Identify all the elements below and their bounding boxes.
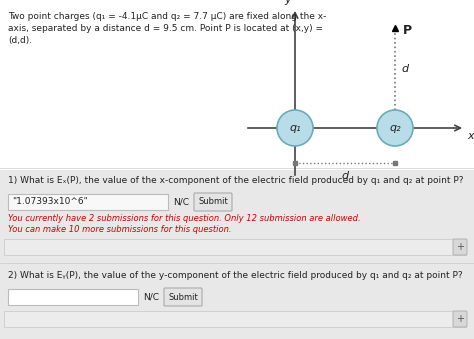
Text: +: + [456,314,464,324]
Text: Submit: Submit [168,293,198,301]
Bar [4,311,466,327]
FancyBboxPatch shape [453,311,467,327]
Text: You can make 10 more submissions for this question.: You can make 10 more submissions for thi… [8,225,231,234]
Text: y: y [284,0,291,5]
Text: d: d [341,171,348,181]
Text: "1.07393x10^6": "1.07393x10^6" [12,198,88,206]
Bar [4,239,466,255]
Text: (d,d).: (d,d). [8,36,32,45]
Text: N/C: N/C [143,293,159,301]
Text: Two point charges (q₁ = -4.1μC and q₂ = 7.7 μC) are fixed along the x-: Two point charges (q₁ = -4.1μC and q₂ = … [8,12,327,21]
Text: x: x [467,131,474,141]
Text: q₂: q₂ [389,123,401,133]
Circle shape [377,110,413,146]
Circle shape [277,110,313,146]
Text: d: d [401,64,408,74]
FancyBboxPatch shape [8,194,168,210]
Text: q₁: q₁ [289,123,301,133]
Text: 2) What is Eᵧ(P), the value of the y-component of the electric field produced by: 2) What is Eᵧ(P), the value of the y-com… [8,271,463,280]
FancyBboxPatch shape [194,193,232,211]
FancyBboxPatch shape [453,239,467,255]
FancyBboxPatch shape [164,288,202,306]
Text: You currently have 2 submissions for this question. Only 12 submission are allow: You currently have 2 submissions for thi… [8,214,361,223]
Text: 1) What is Eₓ(P), the value of the x-component of the electric field produced by: 1) What is Eₓ(P), the value of the x-com… [8,176,464,185]
Text: axis, separated by a distance d = 9.5 cm. Point P is located at (x,y) =: axis, separated by a distance d = 9.5 cm… [8,24,323,33]
Text: +: + [456,242,464,252]
Text: Submit: Submit [198,198,228,206]
FancyBboxPatch shape [8,289,138,305]
Bar [0,0,474,170]
Text: P: P [403,24,412,37]
Text: N/C: N/C [173,198,189,206]
